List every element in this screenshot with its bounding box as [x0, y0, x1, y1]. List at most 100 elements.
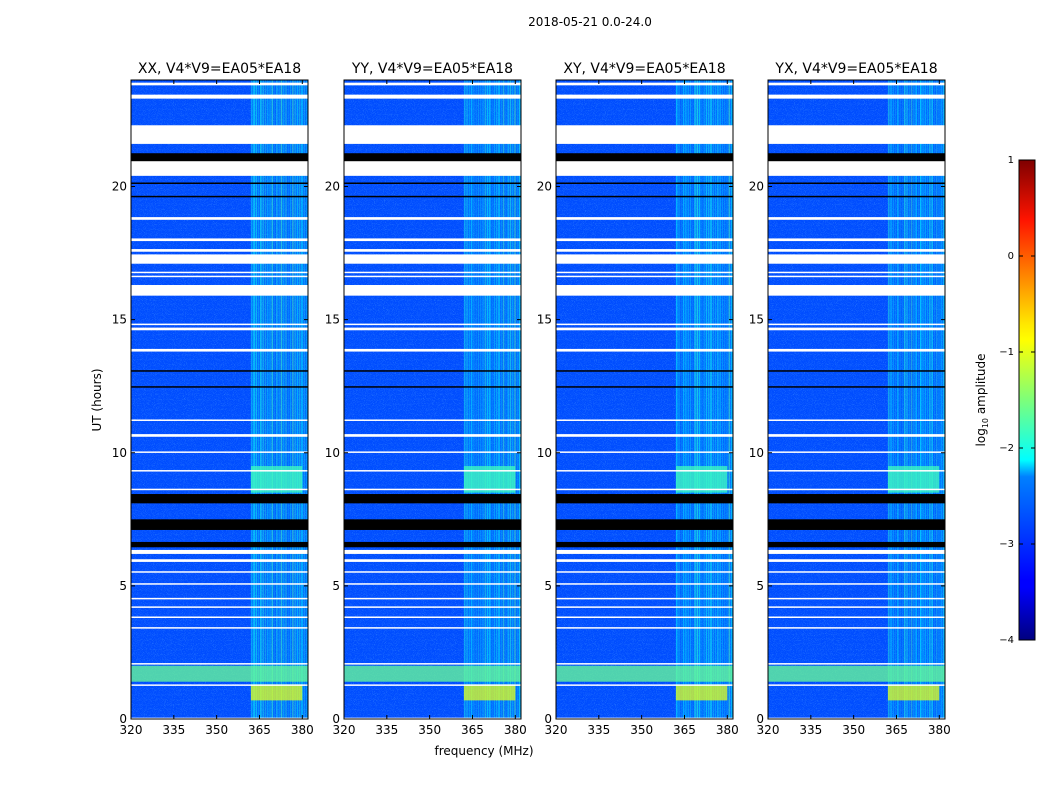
rfi-block — [556, 665, 733, 682]
rfi-stripe — [511, 80, 514, 719]
y-tick-label: 0 — [332, 712, 340, 726]
rfi-stripe — [262, 80, 265, 719]
panel-title: YX, V4*V9=EA05*EA18 — [774, 61, 937, 77]
y-tick-label: 5 — [119, 579, 127, 593]
flagged-gap — [556, 616, 733, 618]
flagged-gap — [344, 571, 521, 573]
y-tick-label: 20 — [325, 180, 340, 194]
rfi-stripe — [726, 80, 728, 719]
flagged-gap — [768, 419, 945, 421]
rfi-stripe — [897, 80, 899, 719]
flagged-gap — [768, 348, 945, 352]
flagged-gap — [344, 616, 521, 618]
rfi-stripe — [913, 80, 915, 719]
rfi-stripe — [691, 80, 694, 719]
flagged-gap — [556, 663, 733, 665]
rfi-stripe — [906, 80, 908, 719]
rfi-stripe — [703, 80, 706, 719]
rfi-stripe — [493, 80, 496, 719]
flagged-gap — [768, 254, 945, 264]
rfi-stripe — [294, 80, 297, 719]
flagged-gap — [131, 663, 308, 665]
rfi-stripe — [505, 80, 507, 719]
flagged-gap — [344, 470, 521, 472]
flagged-gap — [344, 419, 521, 421]
flagged-gap — [768, 275, 945, 278]
flagged-gap — [344, 254, 521, 264]
flagged-gap — [768, 470, 945, 472]
x-tick-label: 380 — [928, 723, 951, 737]
colorbar-label: log10 amplitude — [974, 354, 990, 447]
x-tick-label: 335 — [375, 723, 398, 737]
rfi-stripe — [516, 80, 519, 719]
flagged-gap — [344, 583, 521, 585]
y-tick-label: 10 — [537, 446, 552, 460]
flagged-gap — [556, 249, 733, 252]
flagged-gap — [556, 327, 733, 331]
spectrogram-panel: XY, V4*V9=EA05*EA18 320 335 350 365 380 0 5 10 15… — [537, 61, 739, 737]
rfi-stripe — [678, 80, 680, 719]
rfi-stripe — [940, 80, 943, 719]
flagged-gap — [768, 616, 945, 618]
flagged-gap — [768, 717, 945, 720]
flagged-gap — [556, 549, 733, 554]
flagged-gap — [768, 684, 945, 686]
rfi-stripe — [278, 80, 281, 719]
rfi-stripe — [701, 80, 703, 719]
rfi-stripe — [282, 80, 285, 719]
flagged-gap — [344, 549, 521, 554]
no-data-band — [131, 153, 308, 162]
rfi-stripe — [257, 80, 260, 719]
flagged-gap — [131, 348, 308, 352]
panel-title: XX, V4*V9=EA05*EA18 — [138, 61, 301, 77]
flagged-gap — [131, 285, 308, 296]
flagged-gap — [768, 571, 945, 573]
no-data-band — [131, 386, 308, 388]
no-data-band — [344, 153, 521, 162]
rfi-stripe — [292, 80, 294, 719]
flagged-gap — [768, 327, 945, 331]
y-tick-label: 20 — [112, 180, 127, 194]
flagged-gap — [344, 158, 521, 176]
rfi-stripe — [694, 80, 696, 719]
flagged-gap — [344, 82, 521, 86]
flagged-gap — [131, 419, 308, 421]
x-axis-label: frequency (MHz) — [434, 744, 533, 758]
colorbar: 1 0 −1 −2 −3 −4 log10 amplitude — [974, 155, 1036, 646]
colorbar-tick-label: 1 — [1008, 155, 1014, 166]
rfi-stripe — [298, 80, 301, 719]
flagged-gap — [556, 285, 733, 296]
panel-title: YY, V4*V9=EA05*EA18 — [351, 61, 513, 77]
x-tick-label: 380 — [291, 723, 314, 737]
flagged-gap — [556, 717, 733, 720]
x-tick-label: 350 — [205, 723, 228, 737]
rfi-stripe — [682, 80, 685, 719]
flagged-gap — [768, 434, 945, 437]
rfi-stripe — [253, 80, 255, 719]
flagged-gap — [131, 559, 308, 562]
flagged-gap — [556, 434, 733, 437]
rfi-stripe — [287, 80, 290, 719]
x-tick-label: 380 — [504, 723, 527, 737]
flagged-gap — [344, 94, 521, 99]
flagged-gap — [131, 125, 308, 144]
rfi-stripe — [285, 80, 287, 719]
rfi-stripe — [475, 80, 478, 719]
x-tick-label: 365 — [248, 723, 271, 737]
flagged-gap — [344, 285, 521, 296]
x-tick-label: 380 — [716, 723, 739, 737]
flagged-gap — [344, 451, 521, 453]
rfi-stripe — [919, 80, 922, 719]
y-tick-label: 20 — [537, 180, 552, 194]
rfi-stripe — [468, 80, 471, 719]
flagged-gap — [344, 249, 521, 252]
no-data-band — [344, 494, 521, 504]
flagged-gap — [768, 488, 945, 491]
rfi-stripe — [710, 80, 712, 719]
y-tick-label: 15 — [537, 313, 552, 327]
x-tick-label: 350 — [842, 723, 865, 737]
flagged-gap — [556, 254, 733, 264]
rfi-stripe — [894, 80, 897, 719]
flagged-gap — [131, 597, 308, 600]
no-data-band — [556, 494, 733, 504]
